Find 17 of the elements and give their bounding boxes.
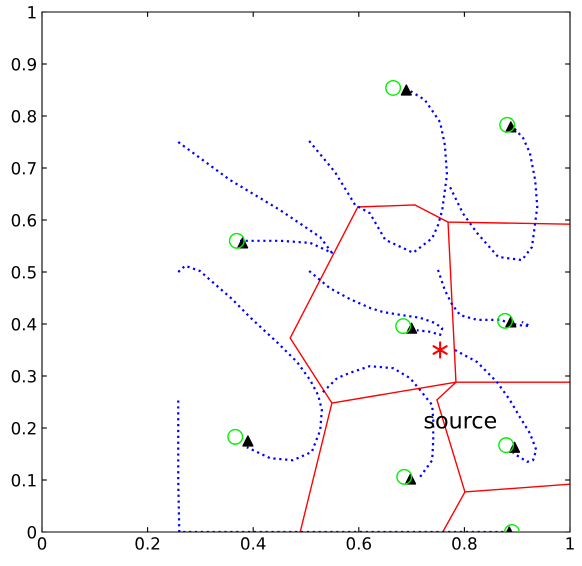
x-tick-label: 1 <box>566 537 574 550</box>
y-tick-label: 0.8 <box>12 110 36 123</box>
y-tick-label: 0.7 <box>12 162 36 175</box>
x-tick-label: 0 <box>38 537 46 550</box>
x-tick-label: 0.6 <box>346 537 372 550</box>
y-tick-label: 0.3 <box>12 370 36 383</box>
x-tick-label: 0.2 <box>135 537 160 550</box>
y-tick-label: 0.6 <box>12 214 36 227</box>
y-tick-label: 0.1 <box>12 474 36 487</box>
x-tick-label: 0.8 <box>452 537 477 550</box>
y-tick-label: 0 <box>28 526 36 539</box>
y-tick-label: 0.4 <box>12 318 36 331</box>
y-tick-label: 0.9 <box>12 58 36 71</box>
y-tick-label: 1 <box>28 6 36 18</box>
x-tick-label: 0.4 <box>241 537 266 550</box>
y-tick-label: 0.2 <box>12 422 36 435</box>
y-tick-label: 0.5 <box>12 266 36 279</box>
